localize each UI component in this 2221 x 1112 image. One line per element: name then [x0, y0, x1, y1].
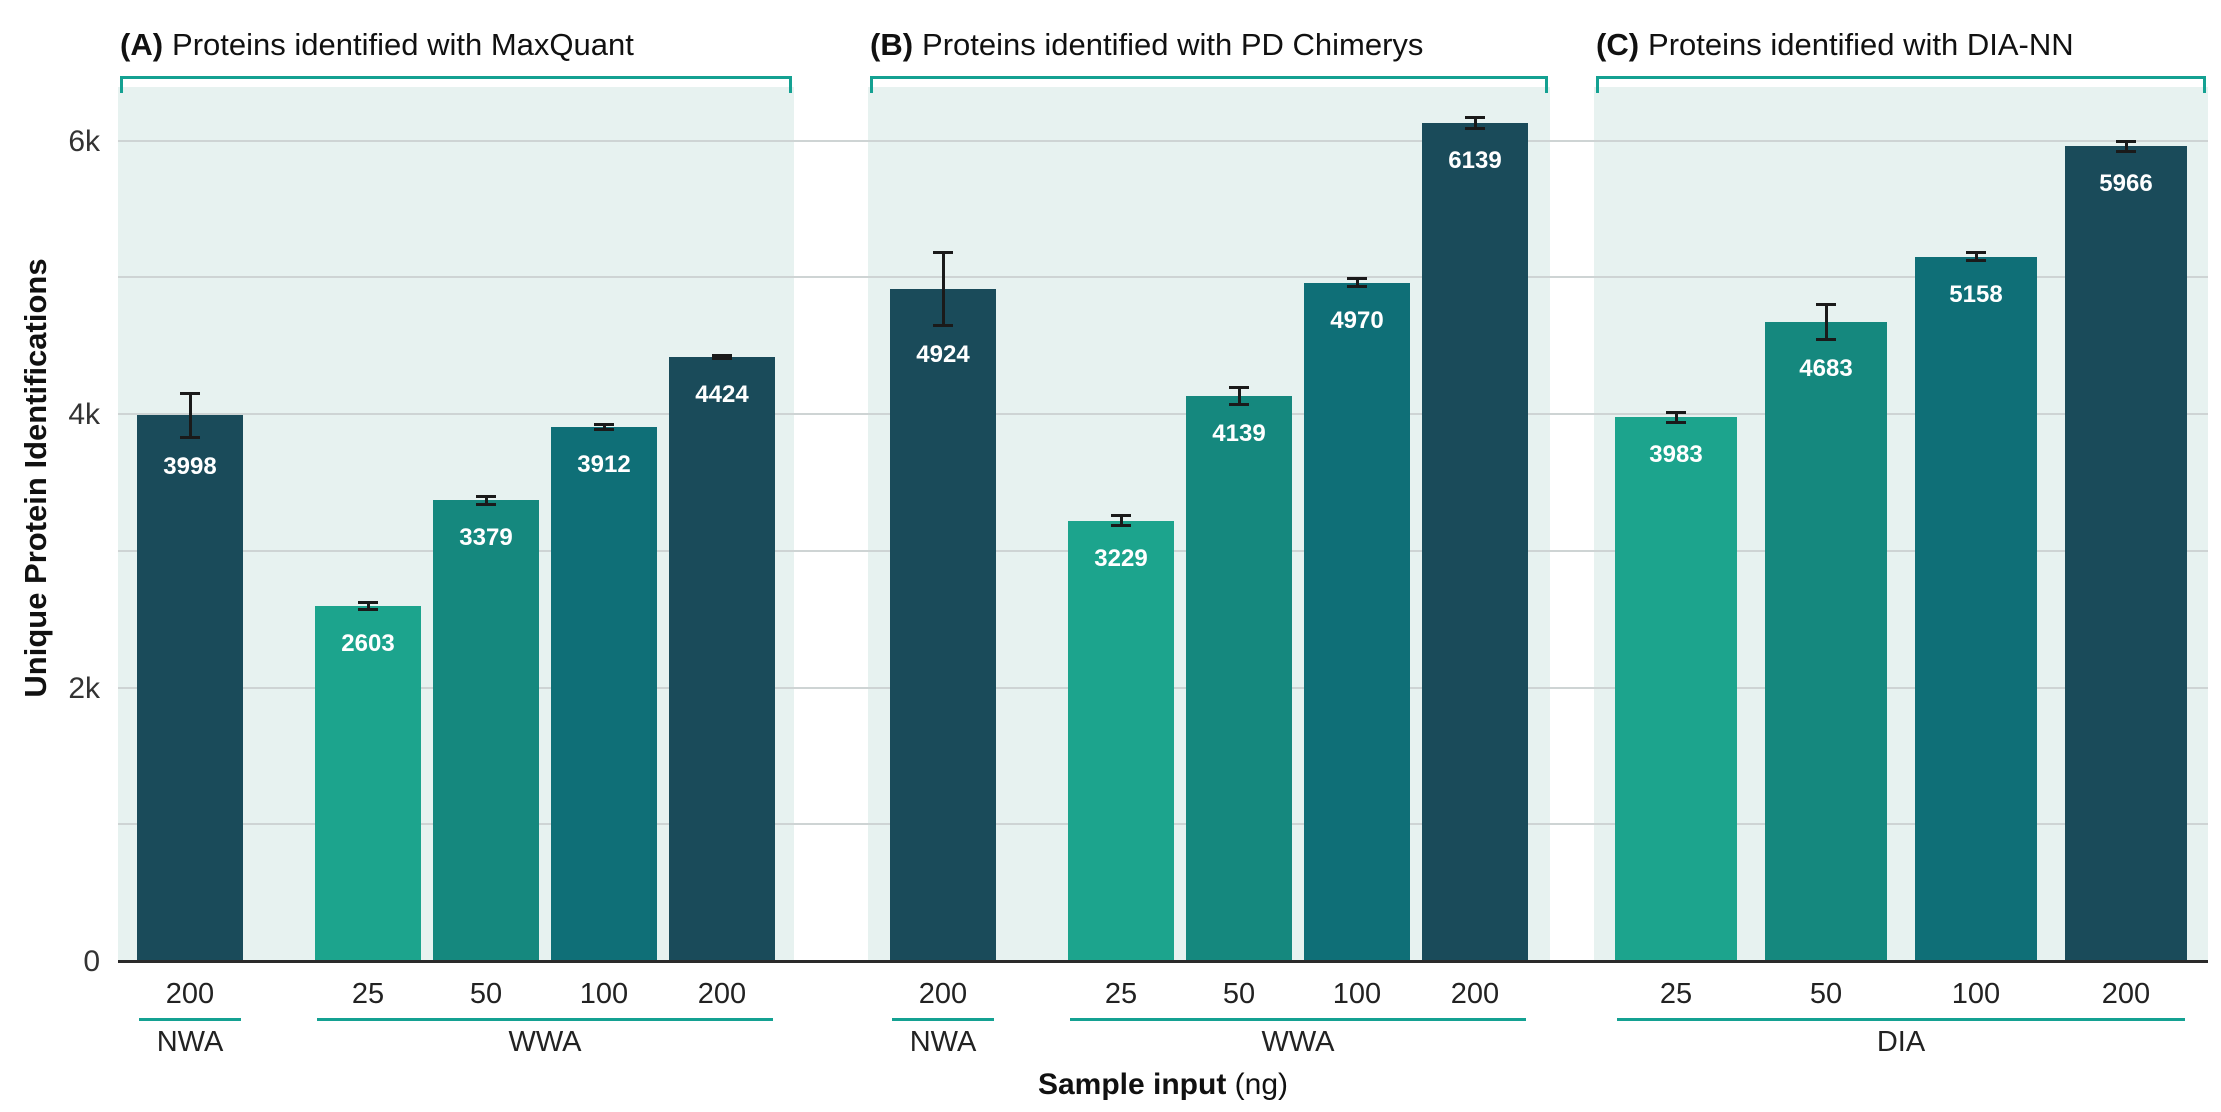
group-underline: [317, 1018, 773, 1021]
panel-bracket: [1596, 76, 2206, 93]
x-tick-label: 200: [697, 978, 747, 1010]
group-name: WWA: [508, 1026, 582, 1058]
x-tick-label: 200: [2101, 978, 2151, 1010]
bar: 3912 100: [551, 423, 657, 1010]
bar: 3983 25: [1615, 411, 1737, 1010]
x-tick-label: 200: [165, 978, 215, 1010]
bar: 5158 100: [1915, 251, 2037, 1010]
bar-group: 4924 200 NWA: [890, 87, 996, 1058]
bar: 4683 50: [1765, 302, 1887, 1010]
x-axis-title: Sample input (ng): [118, 1068, 2208, 1102]
panel-bracket: [120, 76, 792, 93]
bar-value-label: 2603: [341, 630, 395, 658]
bar-value-label: 4970: [1330, 306, 1384, 334]
bar-group: 3229 25 4139 50 4970 100 6139 200 WWA: [1068, 87, 1528, 1058]
error-bar: [366, 601, 370, 611]
panel-c: (C) Proteins identified with DIA-NN 3983 25…: [1594, 27, 2208, 1058]
x-tick-label: 50: [1222, 978, 1256, 1010]
x-tick-label: 50: [1809, 978, 1843, 1010]
error-bar: [602, 423, 606, 432]
y-axis-title: Unique Protein Identifications: [18, 258, 53, 698]
panel-title-text: Proteins identified with PD Chimerys: [922, 27, 1424, 62]
error-bar: [1473, 115, 1477, 130]
error-bar: [1355, 277, 1359, 288]
bar: 3379 50: [433, 494, 539, 1010]
bar-group: 3998 200 NWA: [137, 87, 243, 1058]
bar: 3229 25: [1068, 514, 1174, 1010]
panel-title-text: Proteins identified with MaxQuant: [172, 27, 634, 62]
plot-area: (A) Proteins identified with MaxQuant 3998…: [118, 27, 2208, 1058]
error-bar: [1974, 251, 1978, 263]
bar-value-label: 4683: [1799, 354, 1853, 382]
y-tick-label: 6k: [68, 124, 100, 158]
panel-title: (B) Proteins identified with PD Chimerys: [870, 27, 1423, 63]
error-bar: [720, 354, 724, 360]
bar-value-label: 4924: [916, 341, 970, 369]
gridline: [118, 413, 2208, 416]
x-tick-label: 100: [579, 978, 629, 1010]
x-tick-label: 200: [1450, 978, 1500, 1010]
group-name: WWA: [1261, 1026, 1335, 1058]
bar: 4424 200: [669, 354, 775, 1010]
error-bar: [941, 250, 945, 328]
x-axis-line: [118, 960, 2208, 963]
group-underline: [1070, 1018, 1526, 1021]
panel-bracket: [870, 76, 1548, 93]
bar: 5966 200: [2065, 139, 2187, 1010]
bar-value-label: 3998: [163, 452, 217, 480]
bar-value-label: 3983: [1649, 441, 1703, 469]
error-bar: [1237, 385, 1241, 407]
panel-title-label: (C): [1596, 27, 1640, 62]
gridline: [118, 139, 2208, 142]
panel-title: (C) Proteins identified with DIA-NN: [1596, 27, 2074, 63]
group-name: NWA: [909, 1026, 977, 1058]
bar-value-label: 3379: [459, 524, 513, 552]
bar: 2603 25: [315, 601, 421, 1010]
bar-group: 2603 25 3379 50 3912 100 4424 200 WWA: [315, 87, 775, 1058]
bar: 6139 200: [1422, 115, 1528, 1010]
x-tick-label: 50: [469, 978, 503, 1010]
group-underline: [1617, 1018, 2185, 1021]
x-tick-label: 100: [1332, 978, 1382, 1010]
bar-value-label: 4139: [1212, 420, 1266, 448]
x-tick-label: 25: [1104, 978, 1138, 1010]
bar: 4139 50: [1186, 385, 1292, 1010]
error-bar: [484, 494, 488, 506]
error-bar: [1674, 411, 1678, 424]
gridline: [118, 276, 2208, 279]
panel-a: (A) Proteins identified with MaxQuant 3998…: [118, 27, 794, 1058]
bar-value-label: 3229: [1094, 544, 1148, 572]
bar-value-label: 3912: [577, 451, 631, 479]
bar-value-label: 5158: [1949, 280, 2003, 308]
bar: 4924 200: [890, 250, 996, 1010]
error-bar: [1119, 514, 1123, 527]
panel-title-label: (B): [870, 27, 914, 62]
error-bar: [188, 392, 192, 439]
x-axis-title-bold: Sample input: [1037, 1068, 1227, 1101]
panel-title-label: (A): [120, 27, 164, 62]
bar: 4970 100: [1304, 277, 1410, 1010]
x-tick-label: 100: [1951, 978, 2001, 1010]
bar-value-label: 6139: [1448, 146, 1502, 174]
panel-title-text: Proteins identified with DIA-NN: [1648, 27, 2074, 62]
x-axis-title-unit: (ng): [1226, 1068, 1289, 1101]
x-tick-label: 25: [1659, 978, 1693, 1010]
bar-value-label: 5966: [2099, 170, 2153, 198]
group-underline: [892, 1018, 994, 1021]
panels-layer: (A) Proteins identified with MaxQuant 3998…: [118, 27, 2208, 1058]
group-underline: [139, 1018, 241, 1021]
group-name: DIA: [1876, 1026, 1926, 1058]
bar: 3998 200: [137, 392, 243, 1010]
group-name: NWA: [156, 1026, 224, 1058]
panel-b: (B) Proteins identified with PD Chimerys 4…: [868, 27, 1550, 1058]
y-tick-label: 0: [83, 945, 100, 978]
error-bar: [2124, 139, 2128, 154]
panel-title: (A) Proteins identified with MaxQuant: [120, 27, 634, 63]
bar-group: 3983 25 4683 50 5158 100 5966 200 DIA: [1615, 87, 2187, 1058]
x-tick-label: 200: [918, 978, 968, 1010]
error-bar: [1824, 302, 1828, 341]
bar-value-label: 4424: [695, 381, 749, 409]
x-tick-label: 25: [351, 978, 385, 1010]
